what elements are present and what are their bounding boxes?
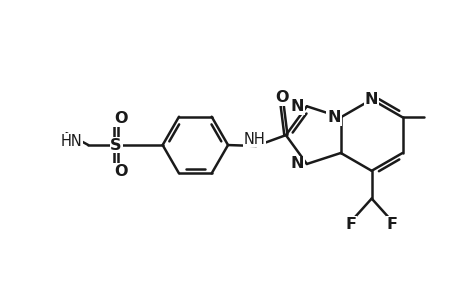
Text: O: O [114,164,128,179]
Text: O: O [274,90,288,105]
Text: N: N [290,157,303,172]
Text: N: N [290,99,303,114]
Text: S: S [110,137,122,152]
Text: NH: NH [243,131,264,146]
Text: F: F [386,217,397,232]
Text: N: N [326,110,340,125]
Text: N: N [364,92,378,107]
Text: O: O [114,111,128,126]
Text: HN: HN [61,134,82,148]
Text: F: F [345,217,356,232]
